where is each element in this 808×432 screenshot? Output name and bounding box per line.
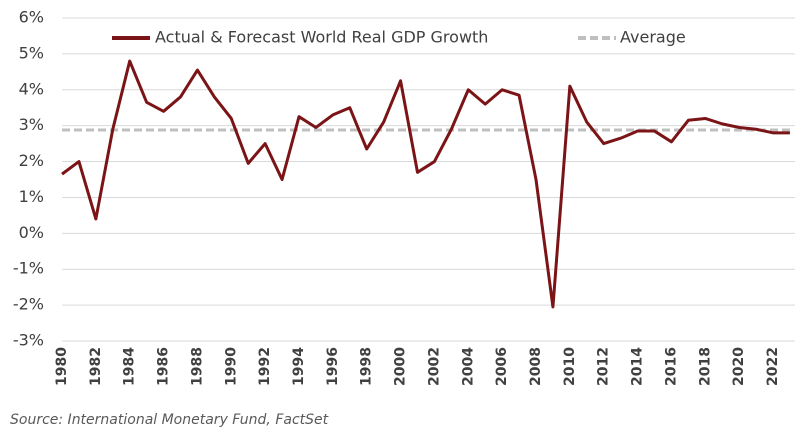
x-tick-label: 2002 <box>426 347 442 386</box>
legend-label: Average <box>620 28 686 47</box>
x-tick-label: 2018 <box>697 347 713 386</box>
y-tick-label: 0% <box>19 223 44 242</box>
series-line <box>61 59 790 309</box>
y-tick-label: -3% <box>13 331 44 350</box>
y-tick-label: 2% <box>19 151 44 170</box>
y-tick-label: 3% <box>19 115 44 134</box>
y-tick-label: -1% <box>13 259 44 278</box>
x-tick-label: 1994 <box>291 347 307 386</box>
x-tick-label: 2006 <box>494 347 510 386</box>
x-tick-label: 1990 <box>223 347 239 386</box>
y-tick-label: 6% <box>19 8 44 27</box>
x-tick-label: 1984 <box>122 347 138 386</box>
x-tick-label: 2000 <box>393 347 409 386</box>
x-tick-label: 1996 <box>325 347 341 386</box>
x-tick-label: 2016 <box>663 347 679 386</box>
y-tick-label: 1% <box>19 187 44 206</box>
y-tick-label: 4% <box>19 79 44 98</box>
legend-label: Actual & Forecast World Real GDP Growth <box>155 28 488 47</box>
x-tick-label: 1992 <box>257 347 273 386</box>
x-tick-label: 2022 <box>765 347 781 386</box>
x-tick-label: 2010 <box>562 347 578 386</box>
x-tick-label: 1982 <box>88 347 104 386</box>
x-tick-label: 1998 <box>359 347 375 386</box>
source-note: Source: International Monetary Fund, Fac… <box>10 412 329 428</box>
x-tick-label: 2008 <box>528 347 544 386</box>
x-tick-label: 2020 <box>731 347 747 386</box>
x-tick-label: 1988 <box>189 347 205 386</box>
x-tick-label: 2012 <box>596 347 612 386</box>
x-tick-label: 2004 <box>460 347 476 386</box>
x-tick-label: 1986 <box>156 347 172 386</box>
y-tick-label: 5% <box>19 43 44 62</box>
y-tick-label: -2% <box>13 295 44 314</box>
x-tick-label: 2014 <box>630 347 646 386</box>
x-tick-label: 1980 <box>54 347 70 386</box>
